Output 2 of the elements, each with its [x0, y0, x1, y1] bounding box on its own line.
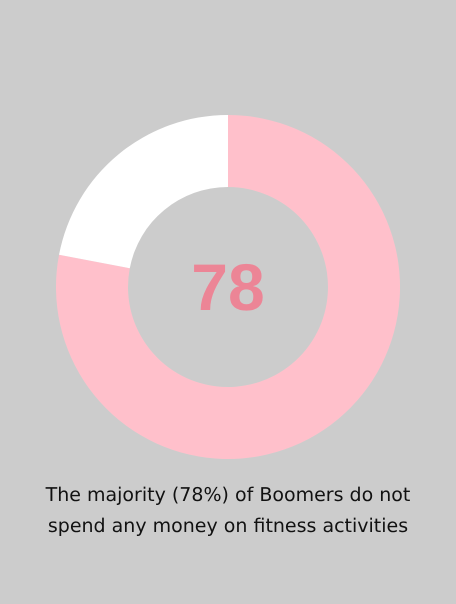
text: 78 [191, 250, 265, 324]
text: The majority (78%) of Boomers do not spend any money on fitness activities [44, 483, 412, 539]
